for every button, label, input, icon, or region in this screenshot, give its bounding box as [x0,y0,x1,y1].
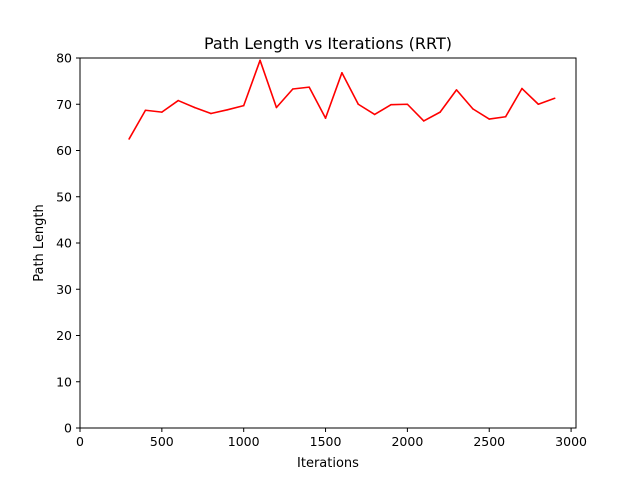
data-point [210,112,212,115]
data-point [292,88,294,90]
data-point [161,111,163,113]
y-tick-label: 70 [56,97,72,112]
y-tick-label: 80 [56,51,72,66]
data-point [504,115,507,118]
data-point [341,72,343,74]
data-point [275,106,278,109]
data-point [144,109,147,112]
x-tick-label: 1000 [228,434,260,449]
y-tick-label: 30 [56,282,72,297]
x-tick-label: 3000 [555,434,587,449]
data-point [472,108,474,110]
data-point [422,120,425,122]
data-point [242,104,245,107]
series-layer [128,59,556,140]
data-point [406,103,409,106]
x-tick-label: 2500 [473,434,505,449]
data-point [521,87,523,90]
data-point [488,118,491,120]
data-point [373,113,376,116]
data-point [324,117,327,119]
y-tick-label: 10 [56,374,72,389]
y-tick-label: 0 [64,421,72,436]
data-point [193,106,196,109]
y-axis: 0 10 20 30 40 50 60 70 80 [56,51,80,436]
x-tick-label: 0 [76,434,84,449]
chart-title: Path Length vs Iterations (RRT) [204,34,452,53]
x-axis-label: Iterations [297,456,359,471]
y-tick-label: 50 [56,189,72,204]
data-point [226,109,229,111]
data-point [390,103,392,106]
x-axis: 0 500 1000 1500 2000 2500 3000 [76,428,587,449]
y-axis-label: Path Length [32,204,47,282]
data-point [553,97,556,100]
y-tick-label: 60 [56,143,72,158]
x-tick-label: 500 [150,434,174,449]
data-point [439,111,441,113]
data-point [128,138,130,140]
data-point [537,103,540,106]
data-point [259,59,261,62]
x-tick-label: 1500 [310,434,342,449]
data-point [357,103,360,106]
y-tick-label: 40 [56,236,72,251]
data-point [455,89,458,91]
data-point [308,86,310,88]
y-tick-label: 20 [56,328,72,343]
x-tick-label: 2000 [391,434,423,449]
data-point [177,99,180,102]
